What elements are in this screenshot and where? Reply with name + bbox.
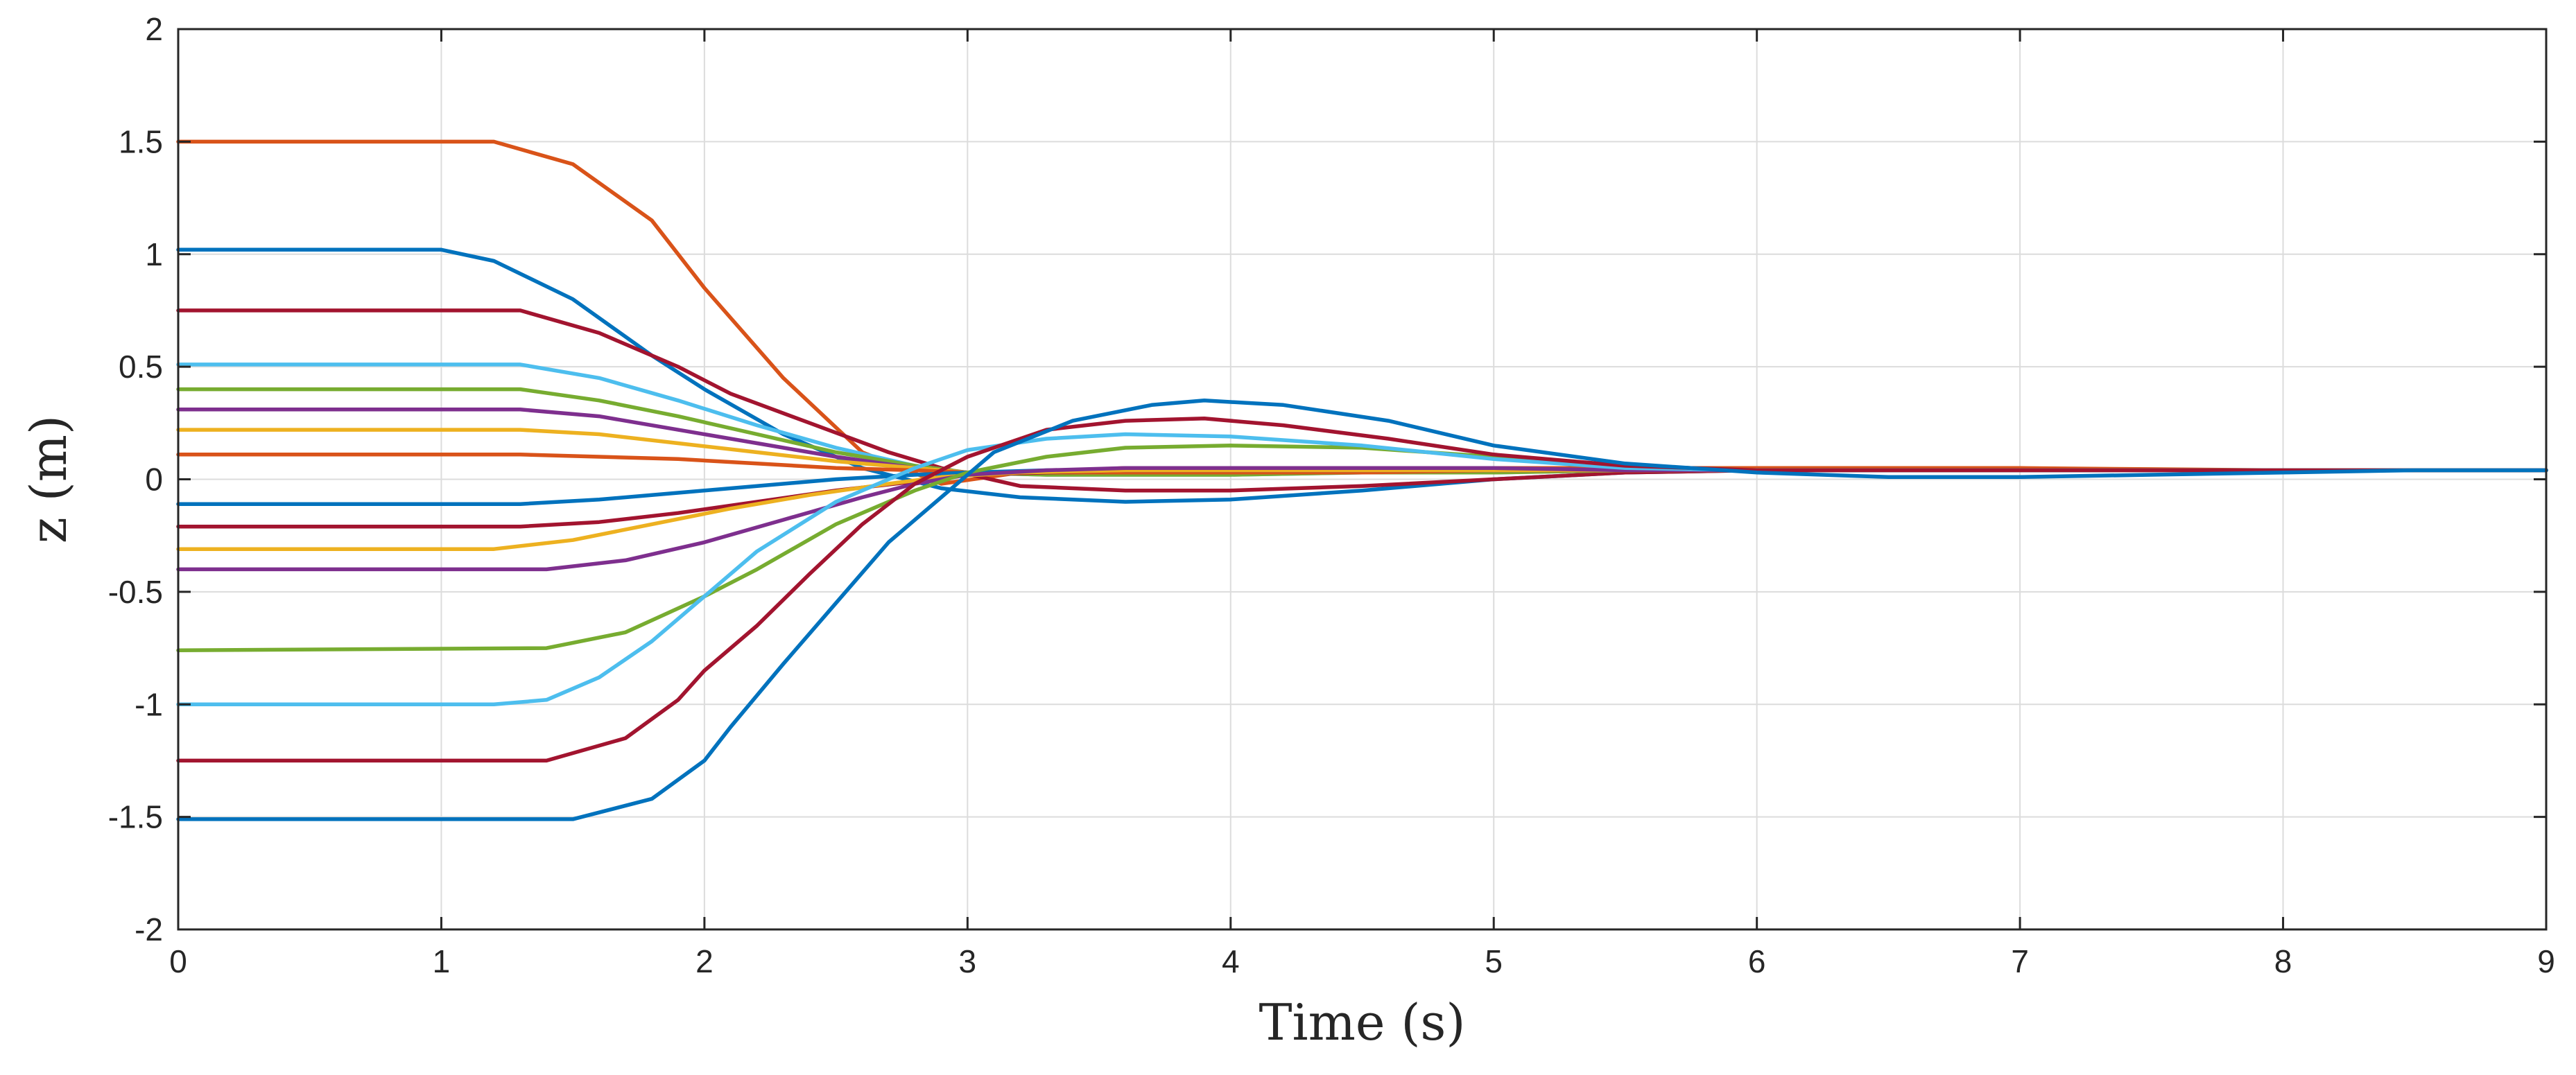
y-tick-label: -1 xyxy=(135,686,163,722)
y-tick-label: -2 xyxy=(135,911,163,947)
x-tick-label: 8 xyxy=(2274,943,2292,979)
y-tick-label: 0 xyxy=(145,462,163,498)
series-line-agent-15 xyxy=(176,417,2548,763)
y-tick-label: 1.5 xyxy=(119,123,163,159)
x-tick-label: 0 xyxy=(169,943,187,979)
x-tick-label: 4 xyxy=(1222,943,1240,979)
series-line-agent-16 xyxy=(176,399,2548,821)
y-tick-label: -1.5 xyxy=(108,799,163,835)
x-tick-label: 6 xyxy=(1748,943,1766,979)
x-tick-label: 7 xyxy=(2011,943,2029,979)
x-tick-label: 2 xyxy=(695,943,714,979)
y-tick-label: -0.5 xyxy=(108,574,163,610)
x-tick-label: 1 xyxy=(433,943,451,979)
series-group xyxy=(176,139,2548,821)
y-axis-label: z (m) xyxy=(19,415,78,543)
x-tick-label: 9 xyxy=(2537,943,2555,979)
y-tick-label: 1 xyxy=(145,236,163,272)
ticks: 0 1 2 3 4 5 6 7 8 9 -2 -1.5 -1 -0.5 0 0.5 1 1.5 2 xyxy=(108,11,2555,979)
y-tick-label: 2 xyxy=(145,11,163,47)
y-tick-label: 0.5 xyxy=(119,349,163,385)
x-axis-label: Time (s) xyxy=(1259,993,1466,1051)
x-tick-label: 5 xyxy=(1485,943,1503,979)
x-tick-label: 3 xyxy=(959,943,977,979)
